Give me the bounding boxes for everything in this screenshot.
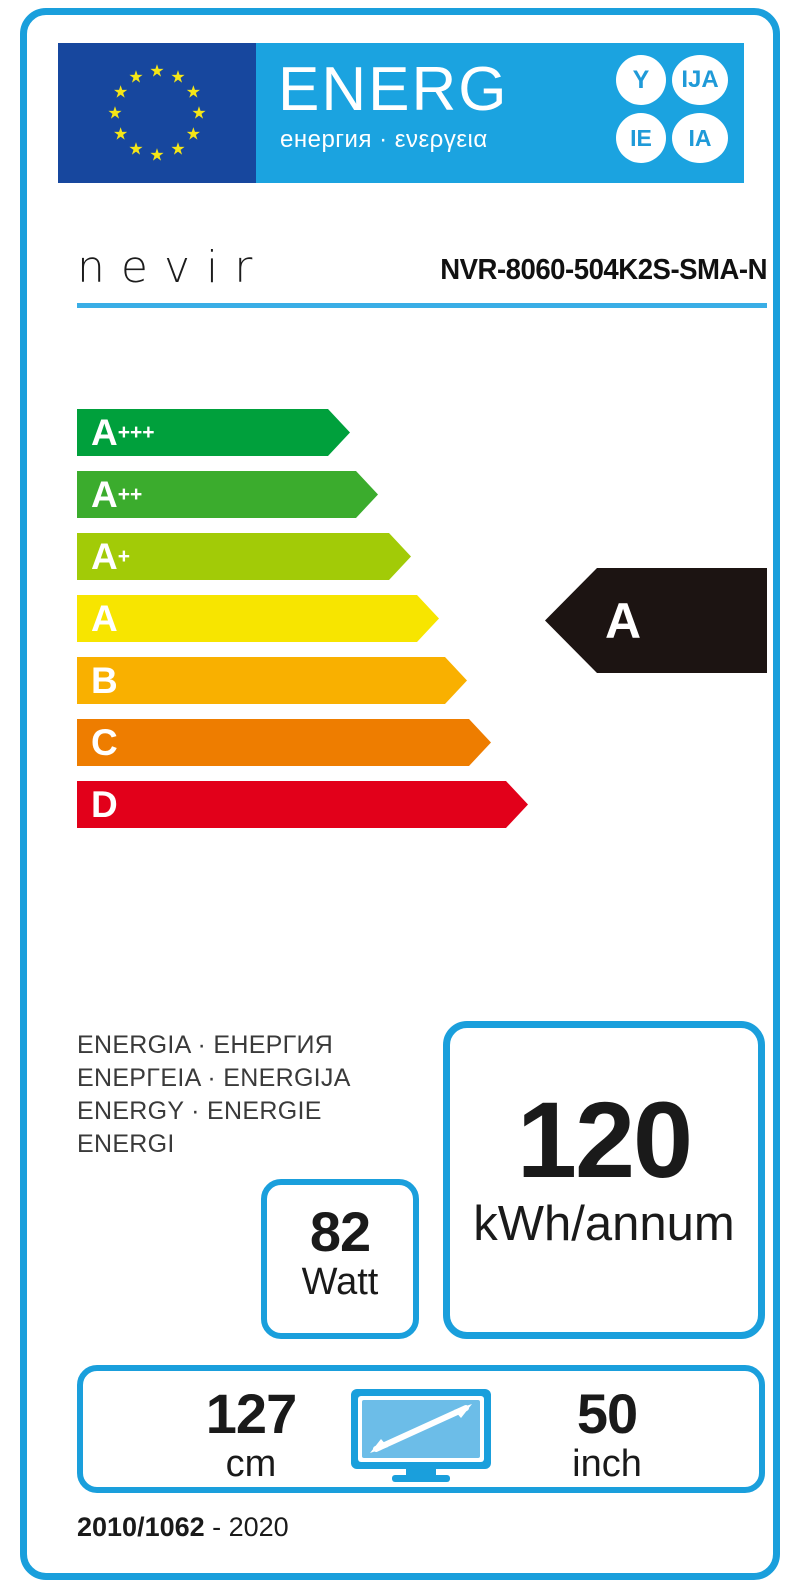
annual-consumption-unit: kWh/annum: [473, 1197, 735, 1251]
grade-bar: A +: [77, 533, 547, 580]
label-header: ★ ★ ★ ★ ★ ★ ★ ★ ★ ★ ★ ★ ENERG енергия · ενεργεια Y …: [58, 43, 744, 183]
grade-bar: C: [77, 719, 547, 766]
grade-bar: A ++: [77, 471, 547, 518]
language-circles: Y IJA IE IA: [614, 55, 732, 171]
language-circle-ie: IE: [616, 113, 666, 163]
energy-word-line-2: ΕΝΕΡΓΕΙΑ · ENERGIJA: [77, 1064, 351, 1092]
grade-bar-shape: [77, 781, 528, 828]
grade-bar: A +++: [77, 409, 547, 456]
grade-bar-shape: [77, 595, 439, 642]
energ-wordmark: ENERG: [278, 55, 509, 124]
screen-size-cm: 127 cm: [161, 1382, 341, 1486]
brand-logo: nevir: [77, 242, 269, 293]
power-consumption-value: 82: [309, 1200, 371, 1263]
annual-consumption-value: 120: [516, 1079, 693, 1200]
grade-bar: B: [77, 657, 547, 704]
brand-row: nevir NVR-8060-504K2S-SMA-N: [77, 243, 767, 305]
efficiency-grade-scale: A +++ A ++ A + A B C D: [77, 409, 547, 828]
screen-size-box: 127 cm 50 inch: [77, 1365, 765, 1493]
grade-bar-label: A: [91, 598, 118, 639]
energy-word-line-4: ENERGI: [77, 1130, 175, 1158]
annual-consumption-box: 120 kWh/annum: [443, 1021, 765, 1339]
grade-bar: A: [77, 595, 547, 642]
language-circle-ia: IA: [672, 113, 728, 163]
screen-size-inch-unit: inch: [572, 1443, 642, 1485]
power-consumption-unit: Watt: [301, 1261, 379, 1303]
grade-bar-shape: [77, 409, 350, 456]
regulation-year: - 2020: [204, 1512, 289, 1542]
grade-bar-shape: [77, 533, 411, 580]
grade-bar: D: [77, 781, 547, 828]
energy-word-line-1: ENERGIA · ЕНЕРГИЯ: [77, 1031, 334, 1059]
regulation-footer: 2010/1062 - 2020: [77, 1511, 289, 1543]
grade-bar-label: A +: [91, 536, 130, 577]
screen-size-inch: 50 inch: [517, 1382, 697, 1486]
energy-words-block: ENERGIA · ЕНЕРГИЯ ΕΝΕΡΓΕΙΑ · ENERGIJA EN…: [77, 1029, 417, 1161]
energ-banner: ENERG енергия · ενεργεια Y IJA IE IA: [256, 43, 744, 183]
rating-letter: A: [605, 592, 642, 649]
tv-diagonal-icon: [351, 1389, 491, 1482]
screen-size-cm-value: 127: [205, 1382, 297, 1445]
grade-bar-shape: [77, 719, 491, 766]
brand-divider: [77, 303, 767, 308]
grade-bar-label: C: [91, 722, 118, 763]
rating-arrow-shape: [545, 568, 767, 673]
grade-bar-label: A ++: [91, 474, 143, 515]
eu-flag-icon: ★ ★ ★ ★ ★ ★ ★ ★ ★ ★ ★ ★: [58, 43, 256, 183]
energ-subtitle: енергия · ενεργεια: [280, 126, 488, 153]
language-circle-ija: IJA: [672, 55, 728, 105]
grade-bar-label: A +++: [91, 412, 155, 453]
grade-bar-shape: [77, 471, 378, 518]
energy-label-frame: ★ ★ ★ ★ ★ ★ ★ ★ ★ ★ ★ ★ ENERG енергия · ενεργεια Y …: [20, 8, 780, 1580]
grade-bar-label: B: [91, 660, 118, 701]
regulation-number: 2010/1062: [77, 1512, 205, 1542]
screen-size-cm-unit: cm: [225, 1443, 277, 1485]
rating-arrow: A: [545, 568, 767, 673]
language-circle-y: Y: [616, 55, 666, 105]
model-number: NVR-8060-504K2S-SMA-N: [440, 254, 767, 286]
screen-size-inch-value: 50: [576, 1382, 638, 1445]
grade-bar-label: D: [91, 784, 118, 825]
energy-word-line-3: ENERGY · ENERGIE: [77, 1097, 322, 1125]
power-consumption-box: 82 Watt: [261, 1179, 419, 1339]
grade-bar-shape: [77, 657, 467, 704]
